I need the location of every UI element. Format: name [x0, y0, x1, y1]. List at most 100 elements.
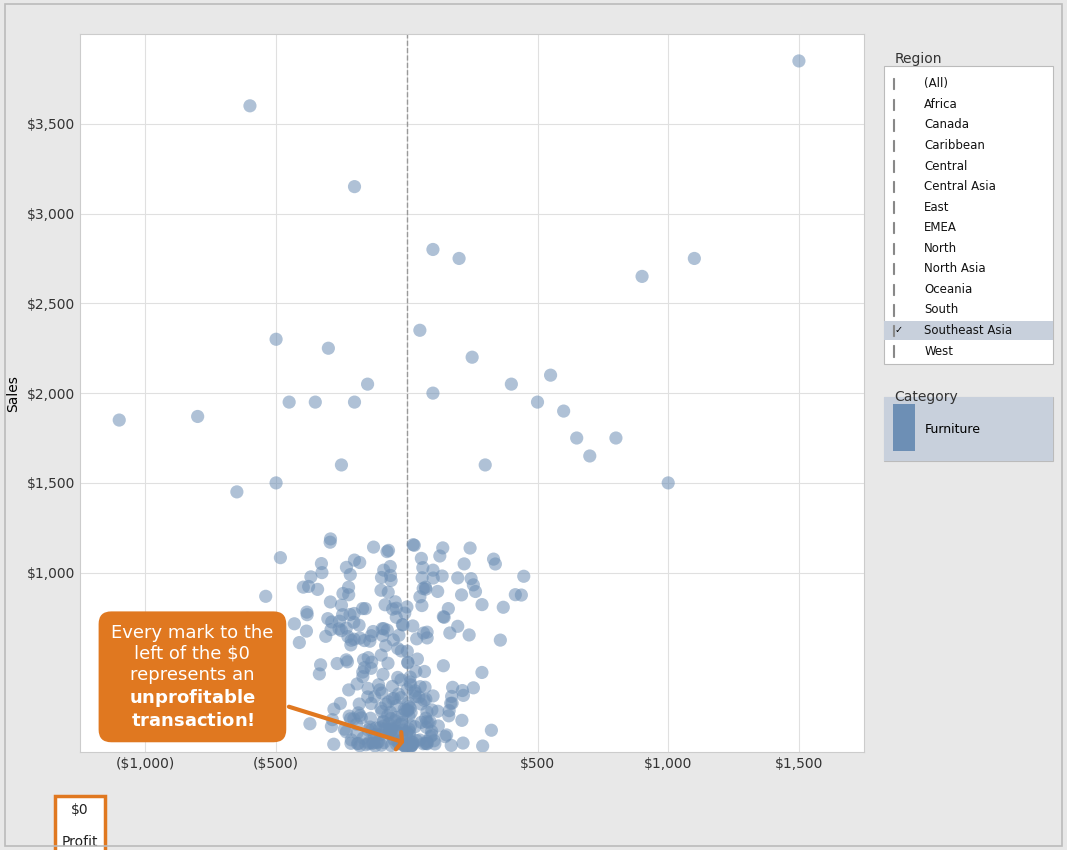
Point	[398, 726, 415, 740]
Point	[372, 739, 389, 752]
Point	[343, 733, 360, 746]
Point	[442, 696, 459, 710]
Point	[411, 734, 428, 747]
Point	[306, 395, 323, 409]
Point	[338, 560, 355, 574]
Point	[354, 666, 371, 679]
Point	[362, 634, 379, 648]
Point	[389, 735, 407, 749]
Point	[398, 600, 415, 614]
Point	[467, 585, 484, 598]
Point	[354, 602, 371, 615]
Point	[418, 721, 435, 734]
Point	[441, 704, 458, 717]
Point	[415, 581, 432, 595]
Point	[401, 671, 418, 684]
Point	[325, 738, 343, 751]
Point	[391, 628, 408, 642]
Point	[444, 681, 461, 694]
Point	[380, 586, 397, 599]
Point	[388, 699, 405, 712]
Point	[415, 694, 432, 707]
Point	[333, 458, 350, 472]
Point	[388, 711, 405, 724]
Point	[483, 723, 500, 737]
Point	[418, 737, 435, 751]
Point	[372, 701, 389, 715]
Point	[399, 703, 416, 717]
Point	[366, 728, 383, 742]
Point	[398, 738, 415, 751]
Point	[367, 721, 384, 734]
Point	[381, 724, 398, 738]
Point	[425, 243, 442, 257]
Point	[228, 485, 245, 499]
FancyBboxPatch shape	[883, 66, 1053, 365]
Point	[396, 740, 413, 753]
Point	[462, 541, 479, 555]
Point	[298, 624, 315, 638]
Point	[424, 724, 441, 738]
Point	[396, 606, 413, 620]
Point	[407, 720, 424, 734]
Point	[382, 706, 399, 719]
Point	[375, 714, 392, 728]
Point	[336, 722, 353, 736]
Point	[404, 538, 421, 552]
Point	[399, 656, 416, 670]
Point	[368, 735, 385, 749]
Point	[407, 690, 424, 704]
Point	[402, 678, 419, 692]
Point	[435, 659, 452, 672]
Text: Central Asia: Central Asia	[924, 180, 997, 193]
Point	[365, 541, 382, 554]
Point	[401, 675, 418, 688]
Point	[360, 682, 377, 695]
Point	[338, 653, 355, 666]
Point	[384, 679, 401, 693]
Point	[241, 99, 258, 112]
Point	[418, 715, 435, 728]
Text: West: West	[924, 344, 953, 358]
Point	[351, 739, 368, 752]
Bar	[883, 397, 1053, 462]
FancyBboxPatch shape	[893, 78, 894, 89]
Point	[409, 652, 426, 666]
FancyBboxPatch shape	[893, 325, 894, 336]
Point	[302, 570, 319, 584]
Point	[396, 738, 413, 751]
Point	[379, 545, 396, 558]
Point	[341, 608, 359, 621]
Point	[375, 715, 392, 728]
Point	[400, 722, 417, 736]
Point	[377, 722, 394, 736]
Point	[384, 692, 401, 706]
Point	[338, 725, 355, 739]
Text: (All): (All)	[924, 77, 949, 90]
Point	[361, 737, 378, 751]
Text: South: South	[924, 303, 958, 316]
Bar	[893, 404, 915, 451]
Point	[400, 700, 417, 713]
Point	[398, 726, 415, 740]
Point	[351, 632, 368, 645]
Point	[413, 598, 430, 612]
FancyBboxPatch shape	[893, 264, 894, 275]
FancyBboxPatch shape	[893, 181, 894, 192]
Point	[399, 655, 416, 669]
Point	[281, 395, 298, 409]
Point	[376, 622, 393, 636]
Point	[317, 630, 334, 643]
Point	[399, 683, 416, 696]
Point	[350, 737, 367, 751]
Point	[333, 598, 350, 612]
Y-axis label: Sales: Sales	[5, 375, 20, 411]
Point	[365, 625, 382, 638]
FancyBboxPatch shape	[893, 139, 894, 151]
Text: $0

Profit: $0 Profit	[62, 802, 98, 849]
Text: Africa: Africa	[924, 98, 958, 110]
Point	[409, 632, 426, 646]
FancyBboxPatch shape	[893, 201, 894, 212]
Point	[394, 734, 411, 747]
Point	[435, 610, 452, 624]
